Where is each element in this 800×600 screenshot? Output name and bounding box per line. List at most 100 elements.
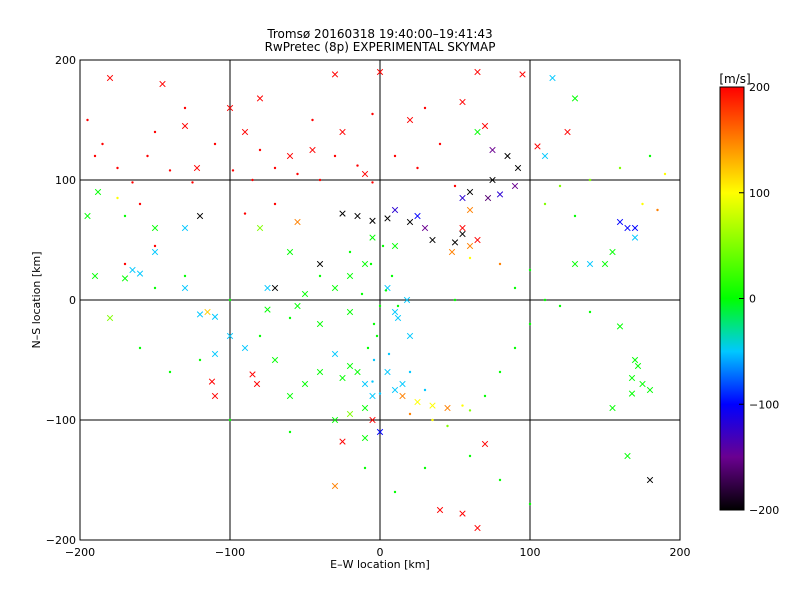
data-point-cross (466, 242, 474, 250)
data-point-cross (361, 260, 369, 268)
x-axis-ticks: −200 −100 0 100 200 (65, 60, 691, 559)
data-point-cross (294, 218, 301, 226)
data-point-cross (564, 128, 571, 136)
x-tick-label: 200 (670, 546, 691, 559)
data-point-dot (258, 334, 262, 338)
data-point-cross (631, 224, 639, 232)
data-point-dot (258, 148, 262, 152)
data-point-cross (609, 404, 616, 412)
data-point-cross (226, 104, 234, 112)
data-point-cross (519, 71, 526, 78)
data-point-dot (93, 154, 97, 158)
data-point-cross (459, 194, 466, 202)
data-point-cross (241, 128, 249, 136)
data-point-cross (646, 386, 654, 394)
data-point-cross (586, 260, 594, 268)
data-point-cross (514, 164, 522, 172)
data-point-dot (375, 334, 379, 338)
data-point-cross (429, 402, 436, 409)
data-point-dot (168, 169, 172, 172)
data-point-cross (339, 374, 346, 382)
data-point-dot (243, 212, 247, 215)
data-point-cross (121, 275, 129, 282)
data-point-dot (153, 286, 157, 290)
data-point-cross (193, 164, 201, 172)
data-point-cross (511, 182, 519, 190)
data-point-dot (588, 178, 592, 182)
data-point-cross (391, 206, 399, 214)
data-point-dot (396, 304, 400, 308)
data-point-dot (423, 388, 427, 392)
data-point-dot (363, 466, 367, 470)
data-point-cross (331, 416, 339, 424)
data-point-dot (296, 172, 299, 176)
data-point-dot (663, 172, 667, 176)
data-point-dot (468, 409, 472, 412)
data-point-cross (474, 68, 481, 76)
data-point-cross (369, 217, 376, 224)
data-point-cross (354, 368, 361, 376)
data-point-dot (558, 304, 562, 308)
data-point-cross (309, 146, 316, 154)
data-point-cross (639, 380, 646, 388)
data-point-dot (543, 298, 547, 302)
data-point-cross (181, 284, 189, 292)
data-point-cross (339, 210, 346, 217)
data-point-cross (391, 242, 399, 250)
data-point-dot (86, 118, 89, 122)
data-point-dot (138, 346, 142, 350)
data-point-cross (474, 128, 481, 136)
data-point-dot (251, 178, 254, 182)
data-point-dot (131, 181, 134, 184)
data-point-cross (361, 380, 369, 388)
data-point-dot (318, 274, 322, 278)
data-point-cross (301, 290, 309, 298)
data-point-cross (541, 152, 549, 160)
data-point-cross (181, 224, 189, 232)
data-point-cross (226, 332, 234, 340)
data-point-cross (129, 266, 136, 274)
data-point-cross (634, 362, 642, 370)
data-point-cross (196, 311, 204, 318)
data-point-cross (406, 218, 414, 226)
data-point-cross (399, 392, 406, 400)
data-point-dot (191, 181, 194, 184)
data-point-dot (378, 392, 382, 395)
data-point-dot (393, 154, 397, 158)
data-point-cross (631, 356, 639, 364)
data-point-dot (588, 310, 592, 314)
data-point-cross (571, 95, 579, 102)
data-point-cross (414, 398, 421, 406)
data-point-cross (106, 314, 114, 322)
data-point-cross (151, 224, 159, 232)
data-point-cross (316, 320, 324, 328)
data-point-cross (91, 272, 99, 280)
colorbar-ticks: 200 100 0 −100 −200 (739, 81, 779, 517)
data-point-cross (249, 371, 256, 378)
data-point-cross (301, 380, 309, 388)
data-point-cross (504, 152, 511, 160)
data-point-dot (101, 142, 104, 146)
data-point-dot (288, 316, 292, 320)
data-point-cross (331, 71, 339, 78)
data-point-dot (618, 166, 622, 170)
data-point-dot (641, 202, 644, 206)
y-axis-ticks: −200 −100 0 100 200 (46, 54, 680, 547)
data-point-cross (394, 314, 402, 322)
x-tick-label: −100 (215, 546, 245, 559)
data-point-dot (288, 430, 292, 434)
data-point-dot (273, 202, 277, 206)
data-point-cross (211, 350, 219, 358)
data-point-cross (264, 284, 271, 292)
data-point-cross (286, 152, 294, 160)
data-point-dot (468, 256, 472, 260)
data-point-dot (378, 304, 382, 308)
data-point-dot (371, 380, 374, 383)
data-point-dot (453, 298, 457, 302)
data-point-dot (528, 322, 532, 326)
data-point-cross (489, 176, 496, 184)
data-point-dot (311, 118, 314, 122)
chart-title: Tromsø 20160318 19:40:00–19:41:43 (266, 27, 492, 41)
data-point-cross (444, 404, 451, 412)
y-tick-label: −100 (46, 414, 76, 427)
